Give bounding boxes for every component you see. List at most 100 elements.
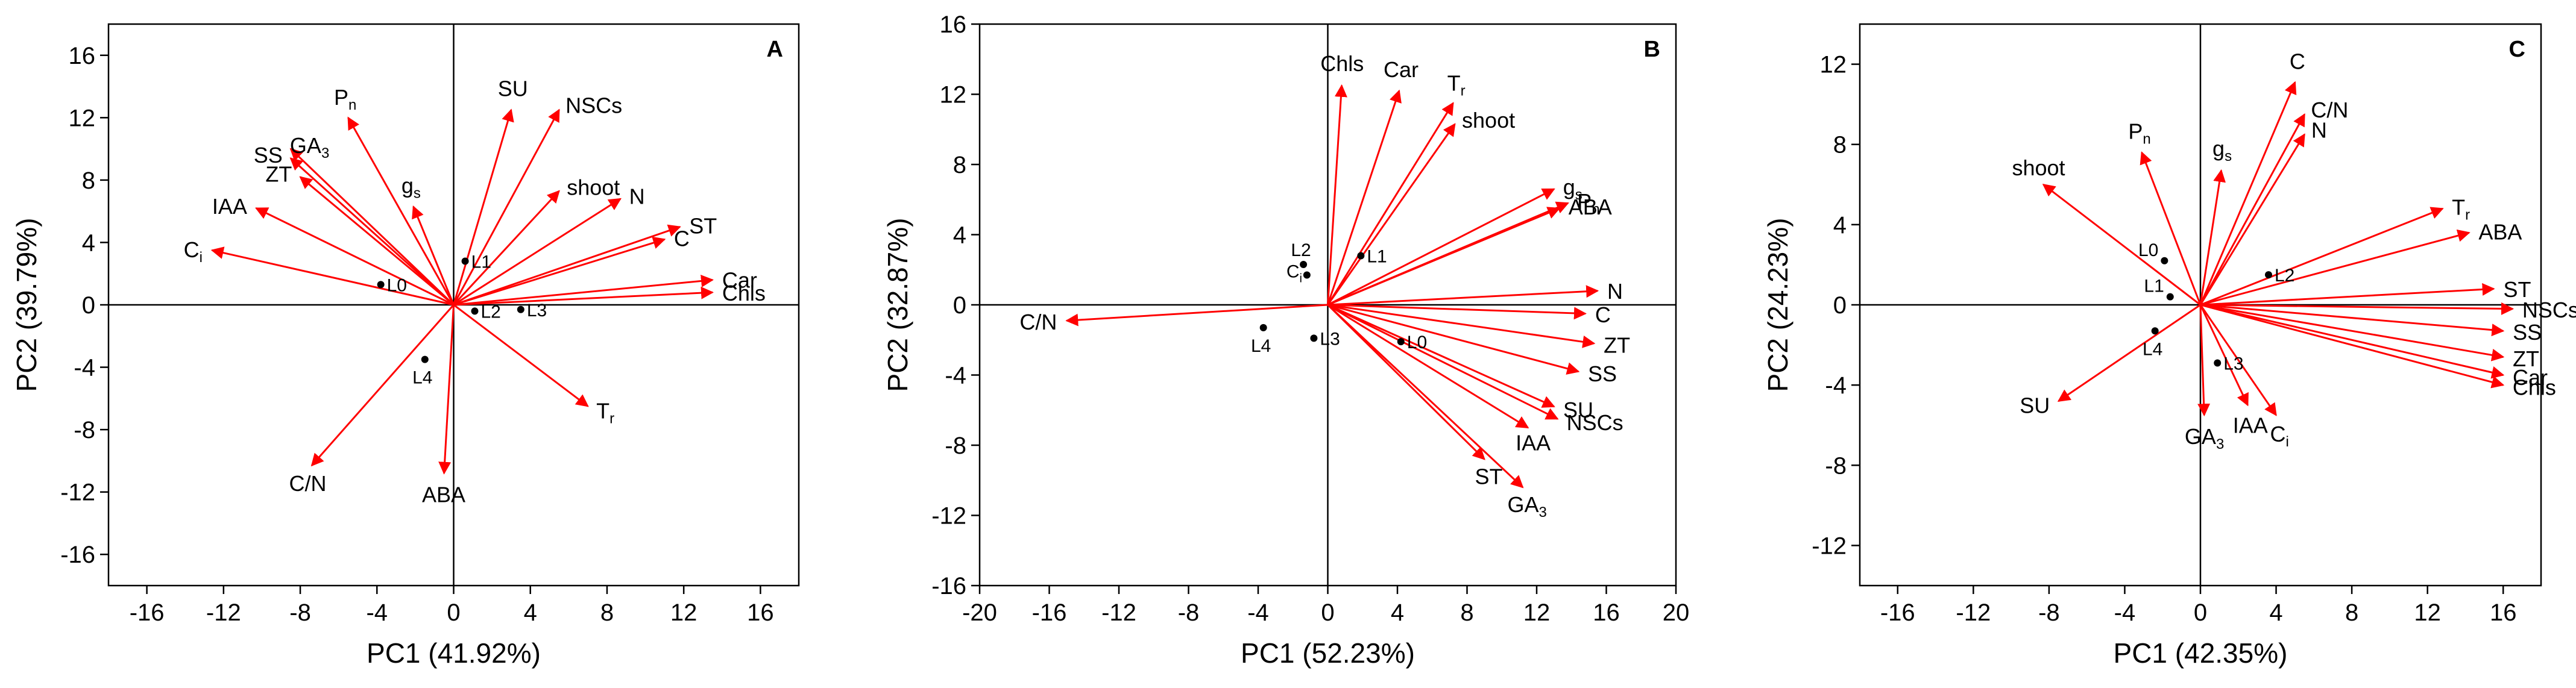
panel-c-vector-c-n — [2199, 113, 2305, 305]
panel-c-x-tick-label: 16 — [2490, 599, 2517, 626]
panel-b-x-tick-label: 16 — [1593, 599, 1620, 626]
panel-b-vector-label-ga3: GA3 — [1508, 492, 1547, 521]
panel-a-x-tick-label: -12 — [206, 599, 241, 626]
panel-c-vector-label-n: N — [2311, 118, 2327, 143]
panel-a-vector-c — [453, 236, 666, 306]
panel-a-point-l4 — [421, 355, 429, 363]
panel-b-y-tick-label: -16 — [931, 573, 966, 599]
panel-a-x-tick-label: 8 — [600, 599, 614, 626]
panel-b-vector-aba — [1327, 207, 1561, 306]
panel-c-point-l0 — [2161, 257, 2168, 264]
panel-a-vector-label-car: Car — [722, 268, 757, 293]
panel-c-y-tick-label: -4 — [1825, 372, 1847, 399]
panel-c-vector-car — [2200, 304, 2505, 379]
panel-b-point-label-l4: L4 — [1251, 336, 1271, 356]
panel-b-point-l4 — [1259, 324, 1267, 331]
panel-a-vector-label-st: ST — [689, 213, 717, 238]
panel-c-x-tick-label: 8 — [2345, 599, 2358, 626]
panel-b-vector-label-gs: gs — [1563, 175, 1582, 203]
panel-c: -16 -12 -8 -4 0 4 8 12 16 -12 -8 -4 0 4 8 12 PC1 (42.35%… — [1762, 23, 2576, 669]
panel-b-y-axis-label: PC2 (32.87%) — [882, 218, 913, 392]
panel-c-vector-label-ga3: GA3 — [2185, 424, 2224, 452]
panel-b-vector-label-ss: SS — [1588, 361, 1617, 386]
panel-b-vector-chls — [1327, 84, 1347, 305]
panel-b-vector-shoot — [1327, 123, 1456, 305]
panel-c-x-axis-label: PC1 (42.35%) — [2114, 637, 2288, 669]
panel-a-vector-gs — [412, 205, 455, 305]
panel-a-point-label-l4: L4 — [412, 368, 432, 388]
panel-a-x-tick-label: -4 — [366, 599, 388, 626]
panel-a-vector-label-tr: Tr — [596, 398, 614, 427]
panel-c-vector-label-gs: gs — [2212, 136, 2232, 164]
panel-b-vector-label-zt: ZT — [1604, 333, 1630, 358]
panel-b-point-l3 — [1310, 334, 1318, 342]
panel-a-vector-ss — [289, 157, 455, 306]
panel-a-y-tick-label: -16 — [60, 542, 95, 568]
panel-b-y-tick-label: -8 — [945, 433, 966, 459]
panel-a-vector-label-aba: ABA — [422, 483, 465, 507]
panel-c-x-tick-label: -16 — [1880, 599, 1915, 626]
panel-a-vector-label-ci: Ci — [184, 237, 203, 266]
panel-b-vector-label-su: SU — [1563, 398, 1593, 422]
panel-b-vector-su — [1327, 304, 1555, 408]
panel-b-vector-car — [1327, 89, 1402, 305]
panel-c-point-l3 — [2214, 359, 2222, 367]
panel-b-point-label-ci: Ci — [1286, 261, 1302, 285]
panel-c-y-tick-label: 8 — [1833, 132, 1847, 158]
panel-a-vector-label-ga3: GA3 — [290, 133, 329, 161]
panel-c-point-label-l4: L4 — [2143, 339, 2162, 359]
panel-c-y-tick-label: 0 — [1833, 292, 1847, 319]
panel-b-x-tick-label: 8 — [1460, 599, 1473, 626]
panel-a-vector-chls — [453, 286, 714, 306]
panel-a-vector-iaa — [255, 207, 455, 306]
panel-c-vector-gs — [2199, 169, 2226, 305]
panel-a-point-l0 — [377, 281, 385, 289]
panel-b-x-tick-label: -8 — [1178, 599, 1200, 626]
panel-b-point-ci — [1303, 271, 1311, 279]
panel-a-vector-label-shoot: shoot — [567, 175, 620, 200]
panel-b-vector-label-nscs: NSCs — [1567, 410, 1623, 435]
panel-b-vector-ss — [1327, 304, 1580, 375]
panel-c-vector-zt — [2200, 304, 2505, 361]
panel-c-vector-label-pn: Pn — [2128, 119, 2150, 147]
panel-a-vector-su — [453, 108, 514, 305]
panel-a-vector-label-nscs: NSCs — [565, 93, 622, 118]
panel-c-vector-iaa — [2199, 304, 2249, 407]
panel-a-vector-ci — [210, 246, 454, 306]
panel-a-x-tick-label: 16 — [747, 599, 774, 626]
panel-a-y-tick-label: 16 — [69, 43, 96, 69]
panel-c-vector-label-c-n: C/N — [2311, 98, 2348, 122]
panel-b-x-tick-label: 0 — [1321, 599, 1334, 626]
panel-a-x-tick-label: 0 — [447, 599, 460, 626]
panel-a-y-axis-label: PC2 (39.79%) — [11, 218, 42, 392]
panel-a-vector-ga3 — [289, 148, 455, 306]
panel-b-vector-zt — [1327, 304, 1596, 348]
panel-c-x-tick-label: -8 — [2038, 599, 2060, 626]
panel-a-vector-shoot — [453, 190, 560, 306]
panel-a-vector-tr — [453, 304, 589, 407]
panel-a-point-l3 — [517, 305, 524, 313]
panel-c-panel-letter: C — [2509, 37, 2525, 62]
panel-c-vector-nscs — [2200, 302, 2515, 315]
panel-c-x-tick-label: 0 — [2194, 599, 2207, 626]
panel-a-point-label-l0: L0 — [387, 275, 407, 295]
panel-a-vector-car — [453, 274, 714, 306]
panel-a-point-label-l3: L3 — [527, 301, 547, 321]
panel-a-vector-zt — [299, 176, 455, 306]
panel-a-y-tick-label: 8 — [82, 167, 95, 194]
panel-c-point-label-l3: L3 — [2223, 354, 2243, 374]
panel-b-point-label-l3: L3 — [1320, 329, 1340, 349]
panel-c-point-l4 — [2151, 327, 2159, 335]
panel-a-y-tick-label: 12 — [69, 105, 96, 131]
panel-b-vector-label-n: N — [1607, 279, 1623, 304]
panel-c-vector-c — [2199, 81, 2297, 305]
panel-a-vector-n — [453, 198, 622, 306]
panel-b-point-label-l1: L1 — [1367, 246, 1387, 266]
panel-a-y-tick-label: 0 — [82, 292, 95, 319]
panel-a-vector-nscs — [453, 108, 560, 305]
panel-c-point-label-l2: L2 — [2275, 266, 2294, 286]
panel-a-vector-label-zt: ZT — [265, 161, 292, 186]
panel-c-point-label-l0: L0 — [2138, 240, 2158, 260]
panel-a-y-tick-label: 4 — [82, 230, 95, 256]
